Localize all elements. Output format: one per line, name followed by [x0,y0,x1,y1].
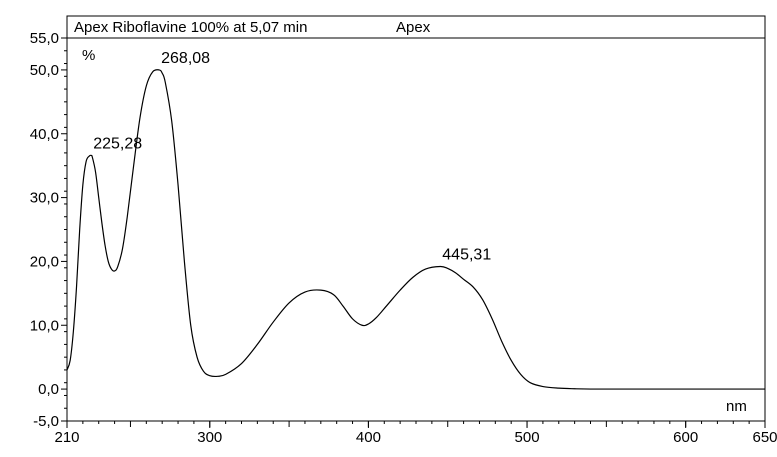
peak-label: 268,08 [161,50,210,67]
y-tick-label: 20,0 [30,253,59,270]
y-axis: -5,0 0,0 10,0 20,0 30,0 40,0 50,0 55,0 [30,30,67,430]
series-group [66,69,765,390]
x-tick-label: 300 [197,429,222,446]
spectrum-line [66,69,765,390]
x-tick-label: 650 [752,429,777,446]
peak-annotations: 225,28 268,08 445,31 [93,50,491,264]
y-tick-label: 40,0 [30,126,59,143]
x-tick-label: 400 [356,429,381,446]
peak-label: 225,28 [93,135,142,152]
y-tick-label: 30,0 [30,190,59,207]
x-axis-label: nm [726,398,747,415]
x-tick-label: 600 [673,429,698,446]
y-tick-label: 55,0 [30,30,59,47]
x-tick-label: 500 [515,429,540,446]
chart-title-suffix: Apex [396,19,431,36]
y-tick-label: 10,0 [30,317,59,334]
y-tick-label: -5,0 [33,413,59,430]
plot-frame [66,37,766,422]
y-tick-label: 0,0 [38,381,59,398]
y-axis-label: % [82,47,95,64]
x-axis: 210 300 400 500 600 650 [54,421,777,446]
x-tick-label: 210 [54,429,79,446]
peak-label: 445,31 [442,247,491,264]
y-tick-label: 50,0 [30,62,59,79]
chart-title: Apex Riboflavine 100% at 5,07 min [74,19,307,36]
